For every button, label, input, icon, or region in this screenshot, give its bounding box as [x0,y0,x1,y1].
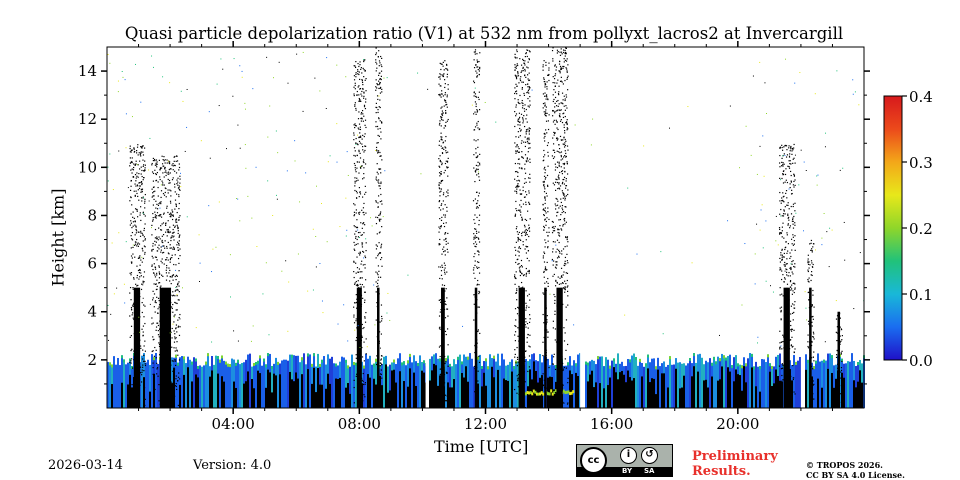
y-axis-label: Height [km] [48,188,68,287]
footer-date: 2026-03-14 [48,458,123,473]
x-tick-label: 04:00 [212,415,255,433]
noise-dots [107,51,865,349]
cloud-column-5 [438,60,449,408]
y-tick-label: 14 [78,62,97,80]
x-tick-label: 16:00 [590,415,633,433]
cloud-column-2 [151,155,181,408]
copyright-line-1: © TROPOS 2026. [806,460,883,470]
cloud-column-8 [542,60,550,408]
preliminary-note: Preliminary Results. [692,449,778,479]
y-tick-label: 2 [87,351,97,369]
copyright-line-2: CC BY SA 4.0 License. [806,470,905,480]
x-tick-label: 20:00 [716,415,759,433]
cloud-column-7 [513,49,531,409]
x-axis-label: Time [UTC] [434,437,529,456]
y-tick-label: 12 [78,110,97,128]
colorbar: 0.0 0.1 0.2 0.3 0.4 [883,88,933,370]
cloud-column-9 [551,47,569,408]
copyright-note: © TROPOS 2026. CC BY SA 4.0 License. [806,460,905,480]
y-tick-label: 6 [87,255,97,273]
x-tick-label: 12:00 [464,415,507,433]
axes: 04:00 08:00 12:00 16:00 20:00 2 4 6 8 10 12 14 [78,41,870,433]
cloud-column-6 [472,49,481,408]
colorbar-tick-label: 0.3 [909,154,933,172]
cloud-column-10 [778,143,796,408]
colorbar-tick-label: 0.4 [909,88,933,106]
preliminary-line-2: Results. [692,464,751,479]
badge-strip [577,467,672,476]
boundary-layer-band [107,352,865,408]
data-gap-1 [425,263,429,408]
cloud-column-3 [353,59,367,408]
sa-share-icon: ↺ [641,447,658,464]
x-tick-label: 08:00 [338,415,381,433]
cloud-column-1 [129,144,147,409]
y-tick-label: 8 [87,206,97,224]
colorbar-tick-label: 0.0 [909,352,933,370]
cloud-column-11 [807,239,815,408]
data-gap-2 [580,263,584,408]
sa-label: SA [644,467,655,475]
cc-license-badge: cc i ↺ BY SA [576,444,673,477]
colorbar-tick-label: 0.2 [909,220,933,238]
colorbar-tick-label: 0.1 [909,286,933,304]
y-tick-label: 10 [78,158,97,176]
chart-title: Quasi particle depolarization ratio (V1)… [124,24,844,43]
data-gap-3 [800,263,805,408]
by-person-icon: i [620,447,637,464]
footer-version: Version: 4.0 [193,458,272,473]
cloud-column-4 [375,47,383,408]
preliminary-line-1: Preliminary [692,449,778,464]
colorbar-gradient [883,95,903,361]
y-tick-label: 4 [87,303,97,321]
cc-icon: cc [580,447,607,474]
plot-area [107,47,865,409]
cloud-column-12 [835,311,843,408]
by-label: BY [622,467,633,475]
